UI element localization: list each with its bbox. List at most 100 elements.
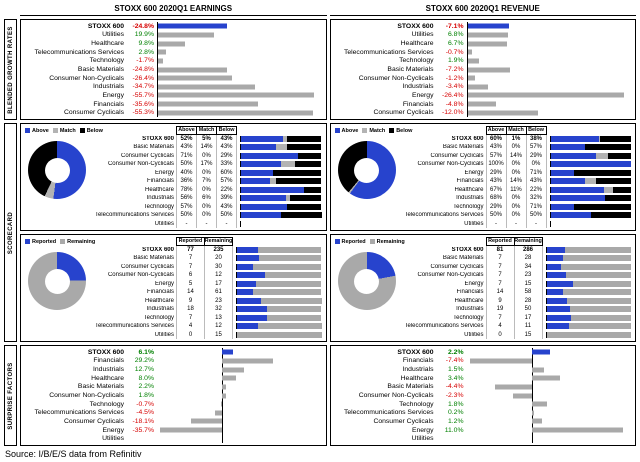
bar-track: [157, 399, 321, 409]
bar-segment: [546, 314, 572, 321]
row-value: -4.4%: [445, 383, 464, 391]
donut-area: Reported Remaining: [25, 237, 95, 339]
bar-segment: [566, 272, 631, 279]
stacked-bar: [240, 203, 322, 210]
bar-segment: [571, 314, 631, 321]
revenue-growth-chart: STOXX 600 -7.1% Utilities 6.8% Healthcare 6.7…: [329, 19, 636, 120]
bar-track: [547, 152, 632, 161]
table-row: Energy 7 15: [401, 279, 632, 288]
bar-track: [157, 56, 321, 66]
table-cell: -: [216, 219, 237, 228]
row-value: -3.4%: [445, 83, 464, 91]
chart-row: STOXX 600 6.1%: [23, 348, 321, 357]
table-cell: 13: [204, 313, 233, 322]
bar-track: [547, 135, 632, 144]
revenue-column-title: STOXX 600 2020Q1 REVENUE: [329, 3, 636, 16]
stacked-bar: [236, 263, 322, 270]
table-cell: 34: [513, 262, 543, 271]
row-value: -55.7%: [132, 91, 154, 99]
table-cell: 0%: [505, 202, 527, 211]
value-bar: [467, 75, 475, 81]
bar-segment: [562, 289, 631, 296]
bar-segment: [237, 306, 268, 313]
bar-segment: [303, 186, 322, 193]
table-cell: 60%: [485, 134, 507, 143]
row-label: Industrials: [402, 83, 434, 91]
legend-label: Below: [86, 127, 103, 134]
bar-segment: [285, 195, 291, 202]
legend-swatch: [60, 239, 66, 244]
bar-track: [547, 220, 632, 229]
bar-track: [233, 288, 322, 297]
row-label: Consumer Non-Cyclicals: [358, 392, 434, 400]
bar-track: [466, 39, 631, 48]
row-value: -35.7%: [132, 426, 154, 434]
row-label: Basic Materials: [387, 383, 434, 391]
table-cell: 36%: [176, 177, 197, 186]
value-bar: [221, 401, 223, 407]
bar-segment: [252, 289, 322, 296]
stacked-bar: [545, 297, 632, 304]
chart-row: Basic Materials -4.4%: [333, 382, 631, 392]
table-cell: 15: [513, 279, 543, 288]
value-bar: [158, 110, 313, 116]
header-bar-space: [543, 237, 632, 246]
row-label: Utilities: [411, 435, 434, 443]
column-header: Remaining: [204, 237, 233, 246]
bar-segment: [237, 289, 253, 296]
row-value: 1.2%: [448, 417, 464, 425]
table-cell: 28: [513, 254, 543, 263]
table-cell: 0%: [505, 143, 527, 152]
row-label: Utilities: [464, 331, 484, 338]
table-cell: 7: [485, 271, 515, 280]
value-bar: [531, 375, 561, 381]
table-cell: 67%: [485, 185, 507, 194]
row-label: Technology: [143, 314, 174, 321]
bar-track: [157, 373, 321, 383]
stacked-bar: [240, 212, 322, 219]
donut-area: Reported Remaining: [334, 237, 405, 339]
stacked-bar: [545, 272, 632, 279]
row-label: Industrials: [402, 366, 434, 374]
stacked-bar: [545, 314, 632, 321]
chart-row: Consumer Cyclicals -18.1%: [23, 417, 321, 426]
row-label: Consumer Non-Cyclicals: [107, 272, 174, 279]
table-cell: 61: [204, 288, 233, 297]
row-label: Telecommunications Services: [343, 409, 434, 417]
bar-track: [467, 356, 631, 366]
donut-hole: [44, 268, 70, 294]
chart-row: Healthcare 9.8%: [23, 39, 321, 48]
legend-swatch: [334, 128, 340, 133]
table-cell: 20: [204, 254, 233, 263]
table-cell: 6: [176, 271, 205, 280]
bar-segment: [600, 135, 631, 142]
row-label: Telecommunications Services: [94, 212, 174, 219]
table-row: Utilities - - -: [91, 219, 322, 228]
value-bar: [467, 41, 508, 47]
bar-segment: [267, 306, 322, 313]
legend-swatch: [79, 128, 85, 133]
value-bar: [467, 92, 624, 98]
table-cell: 286: [513, 245, 543, 254]
bar-segment: [286, 135, 322, 142]
table-cell: 7: [485, 254, 515, 263]
bar-segment: [596, 152, 608, 159]
legend-label: Above: [341, 127, 359, 134]
row-label: Energy: [464, 169, 484, 176]
bar-track: [466, 91, 631, 100]
bar-segment: [550, 161, 631, 168]
table-cell: 57%: [485, 151, 507, 160]
row-label: Energy: [411, 426, 434, 434]
legend-item: Above: [334, 127, 359, 134]
value-bar: [158, 32, 214, 38]
chart-row: Utilities 19.9%: [23, 30, 321, 40]
bar-track: [467, 382, 631, 392]
table-cell: 50%: [176, 160, 197, 169]
revenue-above-match-below-chart: Above Match Below Above Match Below STOXX 600 6…: [329, 123, 636, 231]
stacked-bar: [240, 220, 322, 227]
row-label: Basic Materials: [133, 255, 174, 262]
table-cell: 32: [204, 305, 233, 314]
bar-track: [233, 314, 322, 323]
growth-band: BLENDED GROWTH RATES STOXX 600 -24.8% Util…: [4, 19, 636, 120]
